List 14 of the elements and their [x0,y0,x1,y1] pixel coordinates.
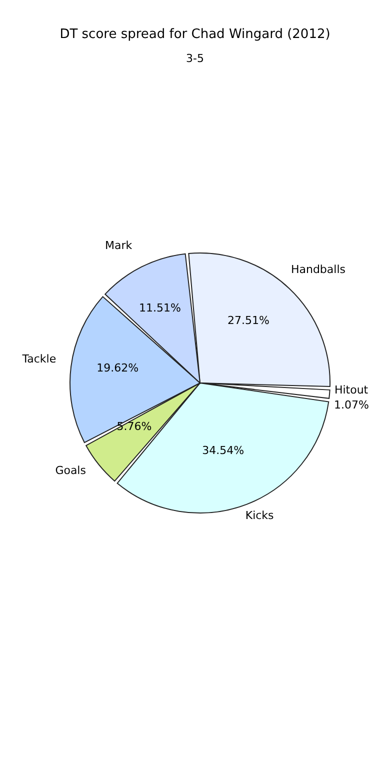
slice-label: Handballs [290,263,346,276]
data-label: 5.76% [116,420,152,433]
data-label: 19.62% [96,361,139,374]
slice-label: Tackle [21,352,56,366]
data-label: 1.07% [334,398,369,412]
slice-label: Mark [104,238,133,252]
text: 3-5 [186,52,204,65]
data-label: 11.51% [138,301,181,314]
slice-label: Hitout [334,384,369,397]
data-label: 27.51% [227,314,270,328]
slice-label: Kicks [245,509,274,522]
slice-label: Goals [55,464,86,477]
data-label: 34.54% [202,444,244,457]
chart-title: DT score spread for Chad Wingard (2012) [60,27,330,42]
